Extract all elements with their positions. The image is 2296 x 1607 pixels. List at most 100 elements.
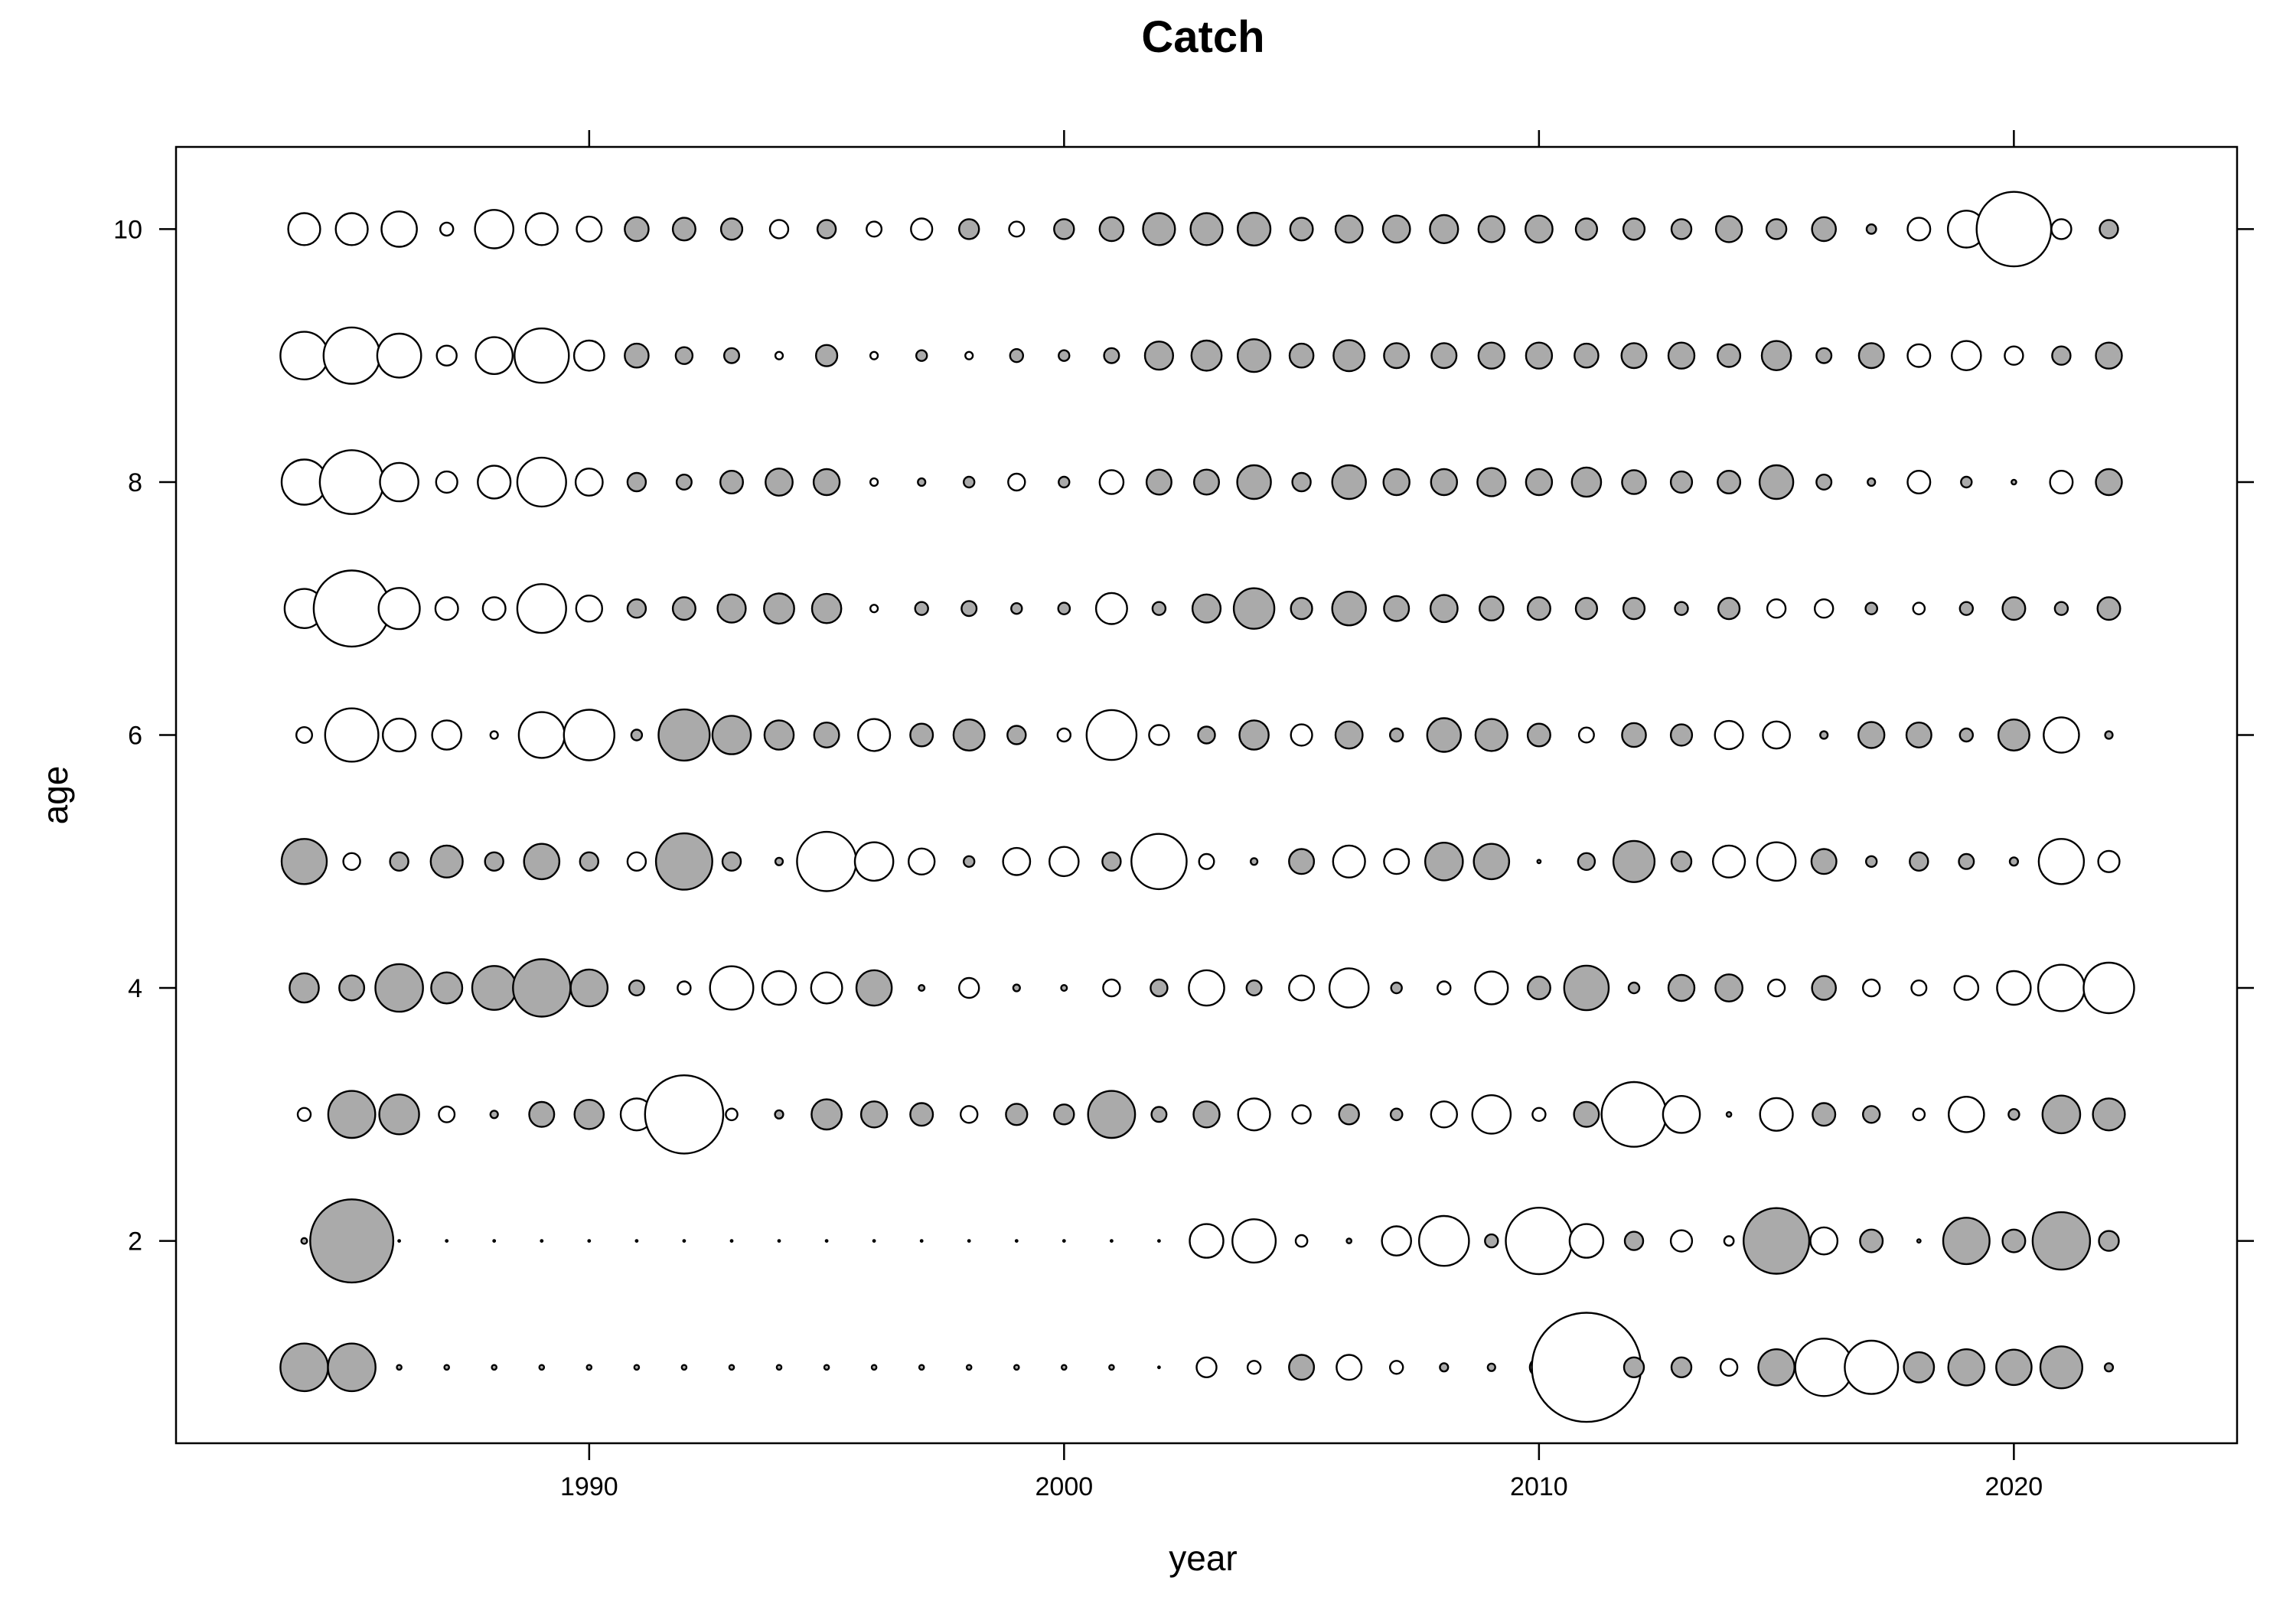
bubble-1990-age-10 [576,215,603,243]
bubble-2012-age-7 [1622,597,1646,621]
bubble-1987-age-6 [431,719,463,751]
bubble-1987-age-10 [439,221,455,237]
bubble-1998-age-8 [962,475,976,489]
bubble-1987-age-2 [445,1239,449,1244]
bubble-1990-age-8 [574,468,604,497]
bubble-1987-age-7 [434,596,459,621]
bubble-2015-age-7 [1766,598,1787,619]
x-tick-label-2010: 2010 [1510,1472,1568,1501]
bubble-2015-age-3 [1759,1097,1794,1132]
bubble-1993-age-4 [709,965,755,1011]
bubble-2006-age-5 [1332,844,1366,878]
bubble-1989-age-10 [524,212,559,246]
bubble-2000-age-5 [1049,846,1080,878]
bubble-1991-age-1 [633,1364,641,1371]
bubble-2004-age-9 [1236,338,1272,373]
bubble-1996-age-5 [853,841,895,882]
bubble-2001-age-3 [1087,1090,1137,1139]
bubble-1999-age-10 [1008,220,1026,238]
bubble-2003-age-3 [1192,1100,1221,1129]
bubble-2007-age-10 [1381,214,1411,244]
bubble-2016-age-10 [1811,216,1837,243]
bubble-1986-age-3 [378,1094,420,1136]
bubble-2009-age-1 [1486,1362,1496,1372]
bubble-1998-age-3 [959,1105,979,1124]
bubble-2021-age-7 [2053,601,2069,616]
bubble-2018-age-8 [1906,470,1932,495]
bubble-2007-age-4 [1390,981,1403,995]
bubble-1989-age-5 [523,843,561,881]
bubble-1992-age-4 [677,980,692,996]
y-tick-label-2: 2 [128,1227,142,1257]
bubble-2018-age-2 [1916,1238,1922,1244]
bubble-2012-age-3 [1600,1081,1668,1148]
bubble-1985-age-4 [338,974,366,1002]
bubble-2019-age-1 [1947,1348,1986,1387]
bubble-2013-age-7 [1674,601,1689,616]
bubble-1988-age-7 [481,596,507,621]
bubble-1997-age-6 [909,722,934,748]
bubble-1988-age-3 [489,1110,499,1120]
bubble-2018-age-1 [1903,1351,1936,1384]
bubble-2009-age-4 [1474,970,1509,1006]
bubble-2002-age-1 [1157,1365,1161,1370]
bubble-1998-age-1 [965,1364,973,1371]
bubble-2002-age-3 [1150,1106,1168,1123]
bubble-1989-age-9 [514,328,570,384]
bubble-1990-age-2 [587,1239,592,1244]
bubble-2010-age-10 [1525,214,1554,244]
bubble-2015-age-10 [1765,218,1788,240]
bubble-1999-age-9 [1009,348,1025,363]
bubble-2006-age-8 [1331,464,1367,500]
bubble-1991-age-10 [624,216,650,243]
bubble-1986-age-10 [380,210,418,248]
bubble-1991-age-8 [626,471,647,493]
bubble-2010-age-9 [1525,341,1554,370]
bubble-2007-age-2 [1381,1225,1412,1257]
bubble-2021-age-1 [2039,1345,2083,1390]
bubble-2014-age-10 [1714,215,1743,243]
bubble-2001-age-10 [1098,216,1125,243]
bubble-1990-age-5 [579,851,599,872]
bubble-1986-age-9 [376,332,422,379]
bubble-2007-age-6 [1388,727,1404,743]
bubble-1992-age-3 [644,1074,725,1155]
bubble-2005-age-1 [1288,1354,1316,1381]
bubble-2006-age-6 [1334,720,1364,750]
bubble-2008-age-1 [1439,1362,1450,1373]
bubble-2012-age-4 [1627,981,1641,995]
bubble-2021-age-8 [2049,470,2074,495]
x-tick-label-2000: 2000 [1035,1472,1094,1501]
bubble-1996-age-7 [869,604,879,614]
x-axis: 1990 2000 2010 2020 [560,130,2043,1501]
bubble-1986-age-1 [396,1364,403,1371]
bubble-1994-age-5 [774,856,784,866]
bubble-2019-age-6 [1958,727,1975,743]
bubble-1988-age-5 [484,851,504,872]
bubble-2006-age-2 [1345,1237,1352,1244]
bubble-2019-age-2 [1942,1217,1991,1266]
bubble-2015-age-6 [1762,720,1792,750]
bubble-1984-age-2 [300,1237,308,1245]
bubble-2012-age-1 [1623,1356,1645,1379]
bubble-2011-age-4 [1563,964,1610,1012]
bubble-2003-age-6 [1197,725,1216,745]
bubble-2010-age-8 [1525,468,1554,497]
bubble-2006-age-4 [1328,967,1370,1009]
bubble-1997-age-5 [907,847,936,876]
bubble-2001-age-6 [1085,709,1138,761]
bubble-2002-age-5 [1130,833,1188,891]
bubble-2004-age-8 [1236,464,1272,500]
bubble-2001-age-4 [1102,978,1121,998]
bubble-2001-age-7 [1094,592,1128,625]
bubble-2018-age-7 [1912,601,1926,616]
bubble-2014-age-5 [1712,844,1746,878]
bubble-2013-age-8 [1669,470,1694,494]
bubble-2004-age-1 [1246,1360,1262,1375]
bubble-2014-age-4 [1714,973,1744,1002]
bubble-2009-age-3 [1471,1094,1512,1135]
bubble-2011-age-9 [1574,342,1600,369]
bubble-2009-age-9 [1477,341,1506,370]
bubble-1995-age-9 [814,344,839,367]
bubble-2000-age-4 [1060,983,1068,992]
